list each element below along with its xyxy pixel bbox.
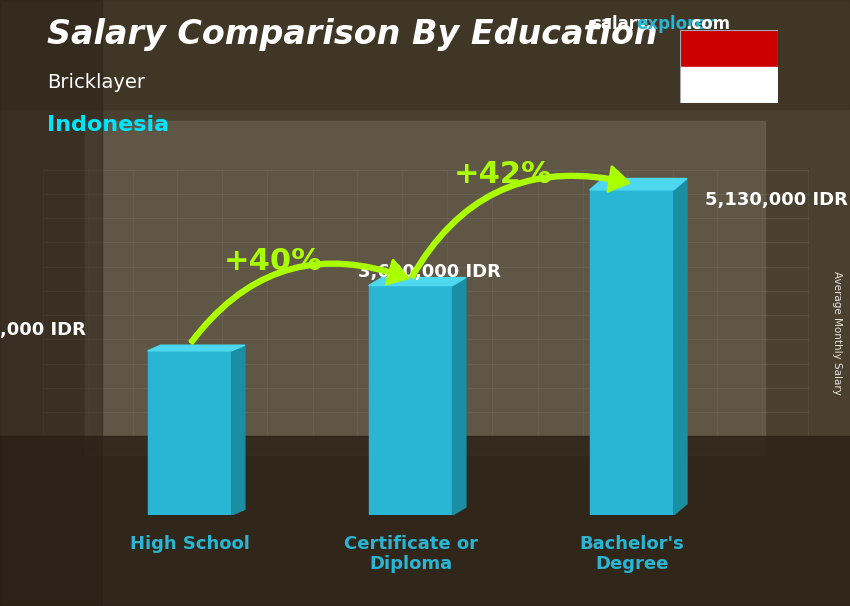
Polygon shape (674, 179, 687, 515)
Polygon shape (590, 190, 674, 515)
Polygon shape (453, 278, 466, 515)
Bar (0, 436, 850, 606)
Text: explorer: explorer (636, 15, 715, 33)
Bar (0, 0, 102, 606)
Text: 2,590,000 IDR: 2,590,000 IDR (0, 322, 86, 339)
Text: Bricklayer: Bricklayer (47, 73, 144, 92)
Text: 3,620,000 IDR: 3,620,000 IDR (358, 262, 501, 281)
Text: +42%: +42% (454, 160, 552, 189)
Text: 5,130,000 IDR: 5,130,000 IDR (705, 191, 847, 209)
Polygon shape (148, 351, 231, 515)
Bar (680, 67, 778, 103)
Text: Indonesia: Indonesia (47, 115, 169, 135)
Text: Average Monthly Salary: Average Monthly Salary (832, 271, 842, 395)
Bar (680, 30, 778, 67)
Polygon shape (590, 179, 687, 190)
FancyArrowPatch shape (190, 260, 408, 344)
Text: Salary Comparison By Education: Salary Comparison By Education (47, 18, 657, 51)
Bar (0, 0, 850, 109)
Text: .com: .com (685, 15, 730, 33)
Polygon shape (369, 285, 453, 515)
Polygon shape (231, 345, 245, 515)
Bar (85, 121, 765, 454)
Text: salary: salary (591, 15, 648, 33)
Text: +40%: +40% (224, 247, 323, 276)
Polygon shape (369, 278, 466, 285)
Polygon shape (148, 345, 245, 351)
FancyArrowPatch shape (411, 167, 629, 278)
